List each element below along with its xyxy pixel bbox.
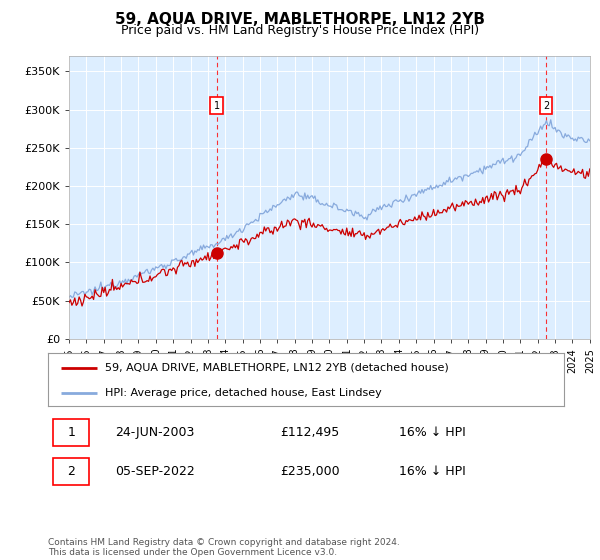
Text: 05-SEP-2022: 05-SEP-2022 [115,465,195,478]
Text: 16% ↓ HPI: 16% ↓ HPI [399,465,466,478]
Text: 59, AQUA DRIVE, MABLETHORPE, LN12 2YB (detached house): 59, AQUA DRIVE, MABLETHORPE, LN12 2YB (d… [105,363,449,373]
FancyBboxPatch shape [211,97,223,114]
Text: HPI: Average price, detached house, East Lindsey: HPI: Average price, detached house, East… [105,388,382,398]
Text: 2: 2 [67,465,75,478]
Text: 1: 1 [214,101,220,111]
Text: Price paid vs. HM Land Registry's House Price Index (HPI): Price paid vs. HM Land Registry's House … [121,24,479,37]
Text: 16% ↓ HPI: 16% ↓ HPI [399,426,466,439]
Text: 1: 1 [67,426,75,439]
Text: 2: 2 [543,101,550,111]
Text: £112,495: £112,495 [280,426,340,439]
FancyBboxPatch shape [541,97,553,114]
Text: 24-JUN-2003: 24-JUN-2003 [115,426,194,439]
FancyBboxPatch shape [53,419,89,446]
Text: 59, AQUA DRIVE, MABLETHORPE, LN12 2YB: 59, AQUA DRIVE, MABLETHORPE, LN12 2YB [115,12,485,27]
Text: £235,000: £235,000 [280,465,340,478]
Text: Contains HM Land Registry data © Crown copyright and database right 2024.
This d: Contains HM Land Registry data © Crown c… [48,538,400,557]
FancyBboxPatch shape [53,458,89,486]
